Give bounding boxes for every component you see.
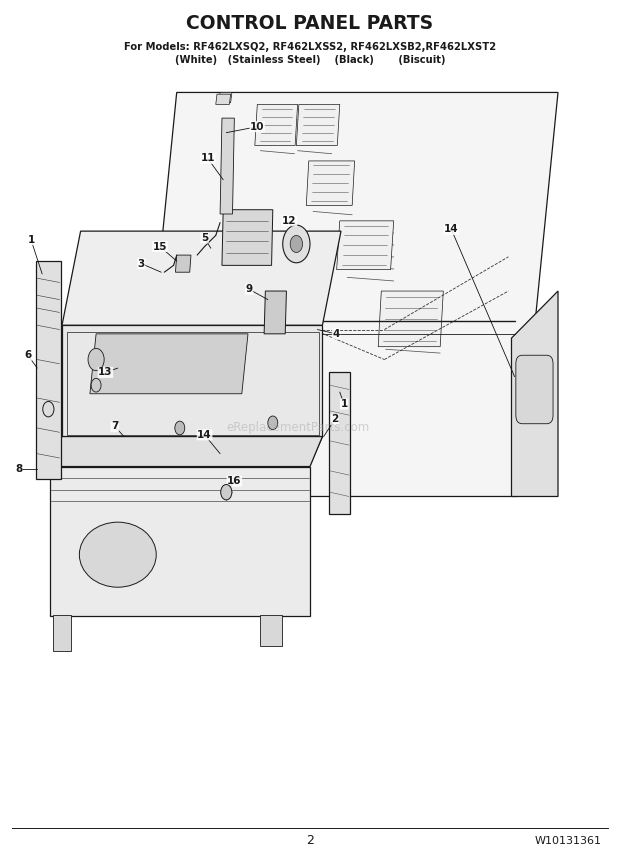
Polygon shape <box>296 104 340 146</box>
Text: 9: 9 <box>246 284 253 294</box>
Circle shape <box>88 348 104 371</box>
Text: 5: 5 <box>201 233 208 243</box>
Polygon shape <box>220 118 234 214</box>
Text: 7: 7 <box>111 421 118 431</box>
Text: 16: 16 <box>227 476 242 486</box>
Polygon shape <box>219 92 232 103</box>
Text: 1: 1 <box>27 235 35 245</box>
Polygon shape <box>512 291 558 496</box>
Polygon shape <box>50 437 322 467</box>
Circle shape <box>91 378 101 392</box>
Ellipse shape <box>79 522 156 587</box>
Text: 13: 13 <box>98 367 113 377</box>
Text: 14: 14 <box>197 430 212 440</box>
Polygon shape <box>175 255 191 272</box>
Text: 6: 6 <box>24 350 32 360</box>
Polygon shape <box>136 92 558 496</box>
Circle shape <box>43 401 54 417</box>
Text: (White)   (Stainless Steel)    (Black)       (Biscuit): (White) (Stainless Steel) (Black) (Biscu… <box>175 55 445 65</box>
Circle shape <box>175 421 185 435</box>
Polygon shape <box>264 291 286 334</box>
Circle shape <box>290 235 303 253</box>
Polygon shape <box>53 615 71 651</box>
Polygon shape <box>216 94 231 104</box>
Polygon shape <box>90 334 248 394</box>
Polygon shape <box>306 161 355 205</box>
Text: 4: 4 <box>332 329 340 339</box>
Text: 8: 8 <box>15 464 22 474</box>
Polygon shape <box>255 104 298 146</box>
Polygon shape <box>337 221 394 270</box>
Text: 10: 10 <box>250 122 265 132</box>
Text: 3: 3 <box>138 259 145 269</box>
Circle shape <box>283 225 310 263</box>
Text: 2: 2 <box>331 414 339 425</box>
Circle shape <box>221 484 232 500</box>
Text: W10131361: W10131361 <box>534 835 601 846</box>
Text: 2: 2 <box>306 834 314 847</box>
Polygon shape <box>43 437 322 479</box>
Polygon shape <box>295 313 316 344</box>
Text: 11: 11 <box>200 153 215 163</box>
Polygon shape <box>222 210 273 265</box>
Text: 12: 12 <box>282 216 297 226</box>
Text: 15: 15 <box>153 241 167 252</box>
Polygon shape <box>62 231 341 325</box>
Text: 14: 14 <box>444 224 459 235</box>
Polygon shape <box>50 467 310 616</box>
Polygon shape <box>378 291 443 347</box>
Text: For Models: RF462LXSQ2, RF462LXSS2, RF462LXSB2,RF462LXST2: For Models: RF462LXSQ2, RF462LXSS2, RF46… <box>124 42 496 52</box>
Polygon shape <box>62 325 322 437</box>
Text: eReplacementParts.com: eReplacementParts.com <box>226 421 370 435</box>
Text: CONTROL PANEL PARTS: CONTROL PANEL PARTS <box>187 15 433 33</box>
FancyBboxPatch shape <box>516 355 553 424</box>
Polygon shape <box>329 372 350 514</box>
Polygon shape <box>260 615 282 646</box>
Polygon shape <box>36 261 61 479</box>
Text: 1: 1 <box>340 399 348 409</box>
Circle shape <box>268 416 278 430</box>
